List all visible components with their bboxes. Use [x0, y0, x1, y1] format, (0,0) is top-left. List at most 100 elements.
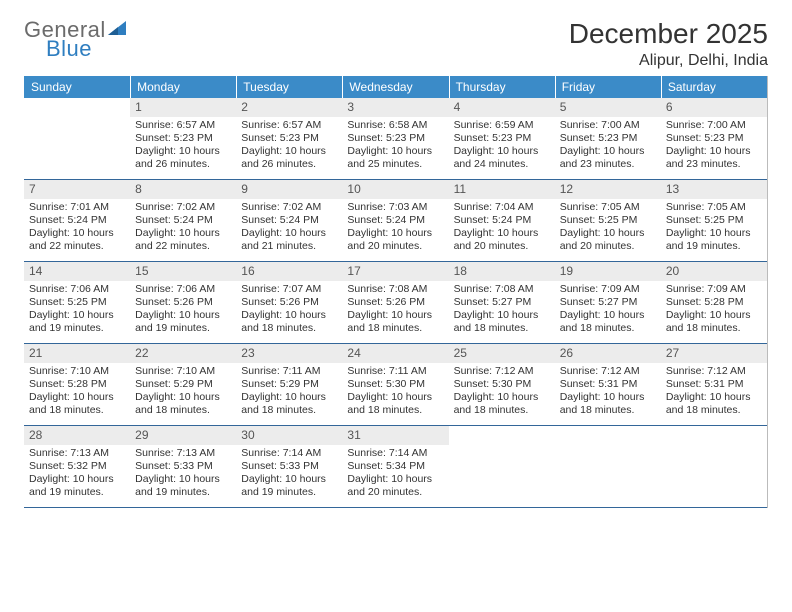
- day-number: 4: [449, 98, 555, 117]
- day-number: 23: [236, 344, 342, 363]
- day-line: Sunrise: 7:12 AM: [666, 365, 762, 378]
- day-line: Sunrise: 7:07 AM: [241, 283, 337, 296]
- day-cell: 22Sunrise: 7:10 AMSunset: 5:29 PMDayligh…: [130, 344, 236, 425]
- day-cell: 20Sunrise: 7:09 AMSunset: 5:28 PMDayligh…: [661, 262, 767, 343]
- day-line: Sunset: 5:33 PM: [241, 460, 337, 473]
- day-line: Daylight: 10 hours and 20 minutes.: [454, 227, 550, 253]
- day-line: Sunrise: 7:13 AM: [29, 447, 125, 460]
- day-line: Sunset: 5:25 PM: [560, 214, 656, 227]
- day-number: [449, 426, 555, 445]
- day-number: 5: [555, 98, 661, 117]
- day-body: Sunrise: 7:12 AMSunset: 5:31 PMDaylight:…: [661, 363, 767, 425]
- day-number: 2: [236, 98, 342, 117]
- week-row: 21Sunrise: 7:10 AMSunset: 5:28 PMDayligh…: [24, 344, 767, 426]
- day-number: 14: [24, 262, 130, 281]
- day-body: Sunrise: 7:04 AMSunset: 5:24 PMDaylight:…: [449, 199, 555, 261]
- day-line: Daylight: 10 hours and 25 minutes.: [347, 145, 443, 171]
- day-line: Daylight: 10 hours and 18 minutes.: [347, 309, 443, 335]
- day-line: Sunrise: 6:58 AM: [347, 119, 443, 132]
- day-line: Sunrise: 7:10 AM: [135, 365, 231, 378]
- day-body: Sunrise: 7:02 AMSunset: 5:24 PMDaylight:…: [236, 199, 342, 261]
- day-line: Sunset: 5:23 PM: [666, 132, 762, 145]
- day-cell: 24Sunrise: 7:11 AMSunset: 5:30 PMDayligh…: [342, 344, 448, 425]
- day-body: [661, 445, 767, 507]
- day-body: Sunrise: 7:09 AMSunset: 5:28 PMDaylight:…: [661, 281, 767, 343]
- day-line: Daylight: 10 hours and 20 minutes.: [347, 227, 443, 253]
- day-number: 12: [555, 180, 661, 199]
- day-line: Sunset: 5:24 PM: [135, 214, 231, 227]
- day-line: Sunset: 5:31 PM: [560, 378, 656, 391]
- day-body: Sunrise: 6:59 AMSunset: 5:23 PMDaylight:…: [449, 117, 555, 179]
- day-cell: 11Sunrise: 7:04 AMSunset: 5:24 PMDayligh…: [449, 180, 555, 261]
- day-line: Sunrise: 7:05 AM: [666, 201, 762, 214]
- day-body: Sunrise: 7:14 AMSunset: 5:34 PMDaylight:…: [342, 445, 448, 507]
- day-line: Daylight: 10 hours and 18 minutes.: [347, 391, 443, 417]
- day-line: Daylight: 10 hours and 24 minutes.: [454, 145, 550, 171]
- day-cell: 8Sunrise: 7:02 AMSunset: 5:24 PMDaylight…: [130, 180, 236, 261]
- day-cell: 15Sunrise: 7:06 AMSunset: 5:26 PMDayligh…: [130, 262, 236, 343]
- day-number: 17: [342, 262, 448, 281]
- day-line: Sunrise: 7:12 AM: [560, 365, 656, 378]
- day-cell: 5Sunrise: 7:00 AMSunset: 5:23 PMDaylight…: [555, 98, 661, 179]
- day-body: [555, 445, 661, 507]
- day-line: Sunrise: 7:01 AM: [29, 201, 125, 214]
- day-line: Sunrise: 7:04 AM: [454, 201, 550, 214]
- day-cell: 1Sunrise: 6:57 AMSunset: 5:23 PMDaylight…: [130, 98, 236, 179]
- day-line: Sunset: 5:24 PM: [241, 214, 337, 227]
- day-line: Sunrise: 7:08 AM: [347, 283, 443, 296]
- day-line: Sunset: 5:29 PM: [241, 378, 337, 391]
- day-line: Sunrise: 7:05 AM: [560, 201, 656, 214]
- day-body: Sunrise: 6:57 AMSunset: 5:23 PMDaylight:…: [236, 117, 342, 179]
- day-line: Sunset: 5:23 PM: [241, 132, 337, 145]
- day-line: Daylight: 10 hours and 18 minutes.: [560, 391, 656, 417]
- day-line: Sunrise: 7:03 AM: [347, 201, 443, 214]
- day-number: 18: [449, 262, 555, 281]
- day-line: Sunrise: 7:11 AM: [347, 365, 443, 378]
- day-body: Sunrise: 7:14 AMSunset: 5:33 PMDaylight:…: [236, 445, 342, 507]
- day-cell: 9Sunrise: 7:02 AMSunset: 5:24 PMDaylight…: [236, 180, 342, 261]
- day-line: Sunrise: 7:02 AM: [135, 201, 231, 214]
- day-line: Daylight: 10 hours and 18 minutes.: [666, 309, 762, 335]
- weekday-header: Friday: [555, 76, 661, 98]
- weeks-container: 1Sunrise: 6:57 AMSunset: 5:23 PMDaylight…: [24, 98, 767, 508]
- day-body: Sunrise: 7:11 AMSunset: 5:30 PMDaylight:…: [342, 363, 448, 425]
- day-number: 27: [661, 344, 767, 363]
- day-line: Sunset: 5:33 PM: [135, 460, 231, 473]
- day-line: Daylight: 10 hours and 23 minutes.: [666, 145, 762, 171]
- day-body: Sunrise: 7:13 AMSunset: 5:33 PMDaylight:…: [130, 445, 236, 507]
- day-line: Sunset: 5:27 PM: [454, 296, 550, 309]
- day-cell: [661, 426, 767, 507]
- day-line: Sunrise: 7:09 AM: [560, 283, 656, 296]
- day-cell: 6Sunrise: 7:00 AMSunset: 5:23 PMDaylight…: [661, 98, 767, 179]
- day-line: Sunset: 5:27 PM: [560, 296, 656, 309]
- day-body: Sunrise: 7:09 AMSunset: 5:27 PMDaylight:…: [555, 281, 661, 343]
- day-line: Daylight: 10 hours and 18 minutes.: [241, 391, 337, 417]
- day-cell: 30Sunrise: 7:14 AMSunset: 5:33 PMDayligh…: [236, 426, 342, 507]
- day-cell: [449, 426, 555, 507]
- day-number: 3: [342, 98, 448, 117]
- day-number: 6: [661, 98, 767, 117]
- day-body: Sunrise: 7:00 AMSunset: 5:23 PMDaylight:…: [661, 117, 767, 179]
- day-line: Sunset: 5:26 PM: [135, 296, 231, 309]
- day-line: Sunset: 5:25 PM: [29, 296, 125, 309]
- day-line: Sunset: 5:24 PM: [347, 214, 443, 227]
- day-line: Sunset: 5:26 PM: [241, 296, 337, 309]
- day-body: Sunrise: 7:01 AMSunset: 5:24 PMDaylight:…: [24, 199, 130, 261]
- weekday-header: Sunday: [24, 76, 130, 98]
- day-line: Daylight: 10 hours and 18 minutes.: [666, 391, 762, 417]
- day-line: Daylight: 10 hours and 18 minutes.: [454, 391, 550, 417]
- day-cell: 16Sunrise: 7:07 AMSunset: 5:26 PMDayligh…: [236, 262, 342, 343]
- day-body: Sunrise: 7:03 AMSunset: 5:24 PMDaylight:…: [342, 199, 448, 261]
- day-cell: 28Sunrise: 7:13 AMSunset: 5:32 PMDayligh…: [24, 426, 130, 507]
- day-body: [24, 117, 130, 179]
- month-title: December 2025: [569, 18, 768, 50]
- day-number: 20: [661, 262, 767, 281]
- day-number: 19: [555, 262, 661, 281]
- sail-icon: [108, 18, 130, 36]
- day-cell: 26Sunrise: 7:12 AMSunset: 5:31 PMDayligh…: [555, 344, 661, 425]
- day-body: [449, 445, 555, 507]
- day-line: Daylight: 10 hours and 23 minutes.: [560, 145, 656, 171]
- day-body: Sunrise: 7:12 AMSunset: 5:31 PMDaylight:…: [555, 363, 661, 425]
- day-body: Sunrise: 7:06 AMSunset: 5:25 PMDaylight:…: [24, 281, 130, 343]
- day-number: 28: [24, 426, 130, 445]
